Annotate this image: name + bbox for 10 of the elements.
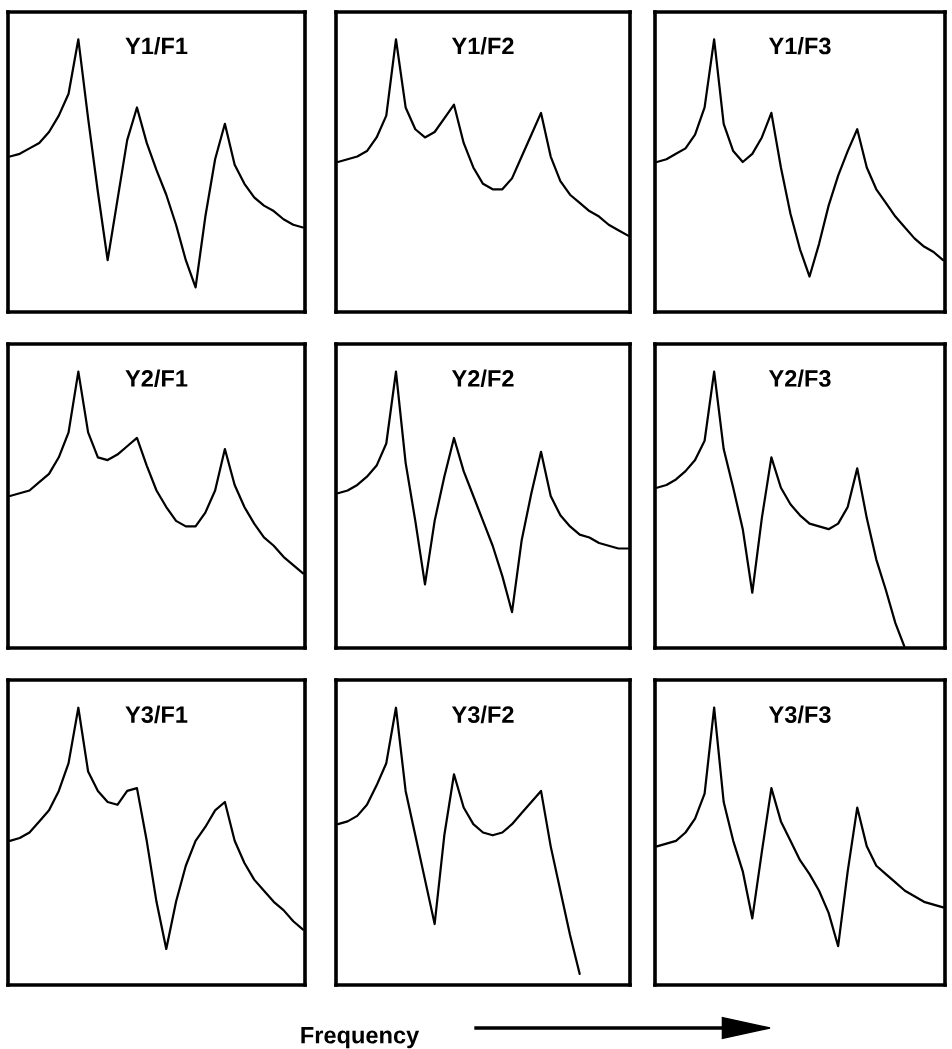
chart-title: Y2/F3 [768, 369, 831, 388]
chart-title: Y2/F1 [125, 369, 188, 388]
chart-title: Y3/F1 [125, 705, 188, 724]
chart-title: Y1/F1 [125, 37, 188, 55]
chart-title: Y2/F2 [451, 369, 514, 388]
chart-title: Y3/F3 [768, 705, 831, 724]
chart-title: Y1/F2 [451, 37, 514, 55]
chart-title: Y1/F3 [768, 37, 831, 55]
x-axis-title: Frequency [301, 1027, 420, 1049]
chart-title: Y3/F2 [451, 705, 514, 724]
